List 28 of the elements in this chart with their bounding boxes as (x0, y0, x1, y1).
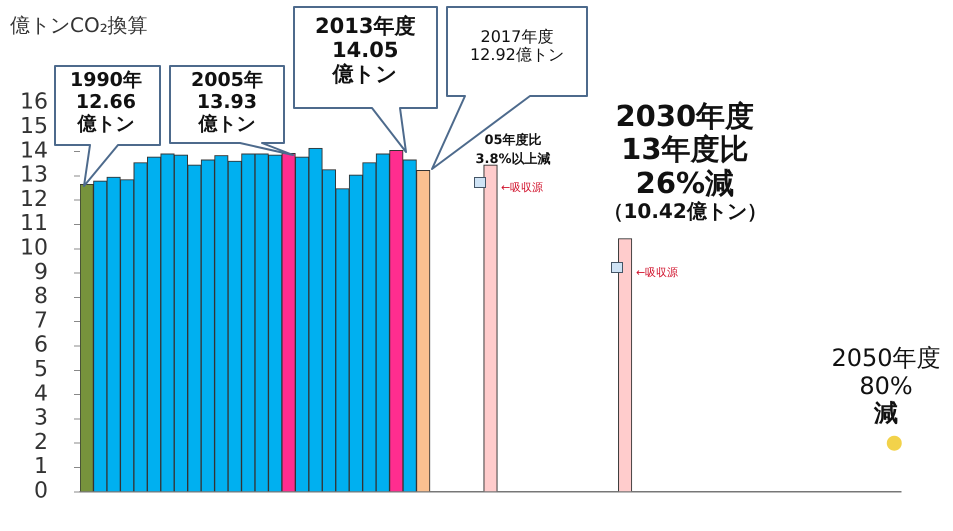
y-tick-label: 1 (34, 454, 48, 480)
y-tick-label: 4 (34, 381, 48, 406)
y-tick-label: 0 (34, 478, 48, 504)
annotation: ←吸収源 (501, 181, 544, 194)
y-tick-label: 3 (34, 406, 48, 431)
y-tick-label: 12 (20, 186, 48, 212)
y-axis-title: 億トンCO₂換算 (10, 13, 148, 37)
y-tick-label: 6 (34, 332, 48, 358)
y-tick-label: 8 (34, 284, 48, 310)
y-tick-label: 16 (20, 90, 48, 115)
annotation: 2050年度 80% 減 (832, 344, 941, 428)
y-tick-label: 9 (34, 260, 48, 285)
y-tick-label: 15 (20, 114, 48, 140)
y-tick-label: 13 (20, 162, 48, 188)
annotation: （10.42億トン） (604, 199, 767, 223)
text: 2013年度 14.05 億トン (315, 14, 416, 86)
y-tick-label: 14 (20, 138, 48, 164)
text: 2017年度 12.92億トン (470, 27, 564, 64)
annotation: 2030年度 13年度比 26%減 (616, 99, 754, 200)
y-tick-label: 7 (34, 308, 48, 334)
annotation: 1990年 12.66 億トン (70, 69, 142, 135)
y-tick-label: 2 (34, 430, 48, 455)
annotation: 2005年 13.93 億トン (191, 69, 263, 135)
y-tick-label: 11 (20, 211, 48, 236)
y-tick-label: 10 (20, 236, 48, 261)
y-tick-label: 5 (34, 357, 48, 382)
annotation: 05年度比 3.8%以上減 (476, 133, 551, 167)
annotation: ←吸収源 (636, 266, 678, 279)
